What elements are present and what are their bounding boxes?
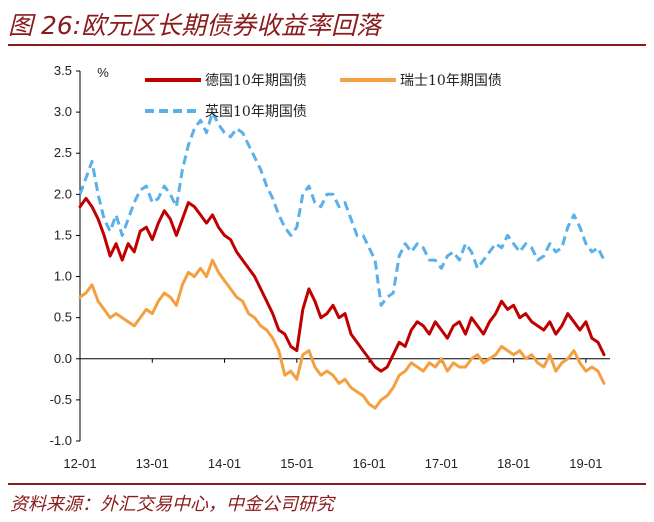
- series-line-2: [78, 258, 606, 410]
- y-tick-label: 1.0: [54, 269, 72, 284]
- y-tick-label: 0.0: [54, 351, 72, 366]
- y-tick-label: 3.5: [54, 63, 72, 78]
- x-tick-label: 12-01: [63, 456, 96, 471]
- chart-axes: 3.5 3.0 2.5 2.0 1.5 1.0 0.5 0.0 -0.5 -1.0 12-01 13-…: [50, 63, 610, 471]
- y-tick-label: -0.5: [50, 392, 72, 407]
- y-tick-label: 2.0: [54, 186, 72, 201]
- y-tick-label: 0.5: [54, 310, 72, 325]
- x-tick-label: 19-01: [569, 456, 602, 471]
- series-layer: [78, 110, 606, 410]
- x-tick-label: 14-01: [208, 456, 241, 471]
- page-title: 图 26:欧元区长期债券收益率回落: [8, 11, 382, 40]
- y-tick-label: 3.0: [54, 104, 72, 119]
- title-divider: [8, 44, 646, 46]
- legend-label-2: 瑞士10年期国债: [400, 73, 502, 89]
- legend-label-1: 德国10年期国债: [205, 73, 307, 89]
- unit-label: %: [97, 65, 109, 80]
- x-tick-label: 18-01: [497, 456, 530, 471]
- source-divider: [8, 483, 646, 485]
- line-chart: 3.5 3.0 2.5 2.0 1.5 1.0 0.5 0.0 -0.5 -1.0 12-01 13-…: [50, 63, 610, 471]
- series-line-3: [78, 110, 606, 307]
- y-tick-label: 2.5: [54, 145, 72, 160]
- y-tick-label: -1.0: [50, 433, 72, 448]
- source-note: 资料来源：外汇交易中心，中金公司研究: [10, 494, 334, 515]
- x-tick-label: 15-01: [280, 456, 313, 471]
- y-tick-label: 1.5: [54, 227, 72, 242]
- x-tick-label: 13-01: [136, 456, 169, 471]
- x-tick-label: 16-01: [352, 456, 385, 471]
- series-line-1: [78, 196, 606, 373]
- legend-label-3: 英国10年期国债: [205, 103, 307, 120]
- x-tick-label: 17-01: [425, 456, 458, 471]
